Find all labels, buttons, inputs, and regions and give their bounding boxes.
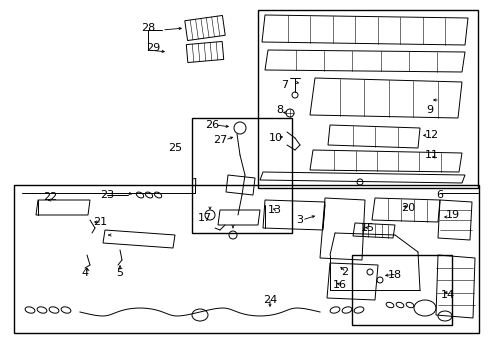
Text: 18: 18 — [387, 270, 401, 280]
Text: 7: 7 — [281, 80, 288, 90]
Text: 4: 4 — [81, 268, 88, 278]
Text: 29: 29 — [145, 43, 160, 53]
Bar — [14, 185, 478, 333]
Text: 24: 24 — [263, 295, 277, 305]
Text: 21: 21 — [93, 217, 107, 227]
Bar — [192, 118, 291, 233]
Text: 10: 10 — [268, 133, 283, 143]
Text: 26: 26 — [204, 120, 219, 130]
Bar — [351, 255, 451, 325]
Text: 1: 1 — [191, 178, 198, 188]
Bar — [258, 10, 477, 188]
Text: 14: 14 — [440, 290, 454, 300]
Text: 3: 3 — [296, 215, 303, 225]
Text: 8: 8 — [276, 105, 283, 115]
Text: 9: 9 — [426, 105, 433, 115]
Text: 2: 2 — [341, 267, 348, 277]
Text: 23: 23 — [100, 190, 114, 200]
Text: 28: 28 — [141, 23, 155, 33]
Text: 25: 25 — [167, 143, 182, 153]
Text: 22: 22 — [43, 192, 57, 202]
Text: 27: 27 — [212, 135, 226, 145]
Text: 15: 15 — [360, 223, 374, 233]
Text: 11: 11 — [424, 150, 438, 160]
Text: 12: 12 — [424, 130, 438, 140]
Text: 13: 13 — [267, 205, 282, 215]
Text: 20: 20 — [400, 203, 414, 213]
Text: 5: 5 — [116, 268, 123, 278]
Text: 16: 16 — [332, 280, 346, 290]
Text: 6: 6 — [436, 190, 443, 200]
Text: 19: 19 — [445, 210, 459, 220]
Text: 17: 17 — [198, 213, 212, 223]
